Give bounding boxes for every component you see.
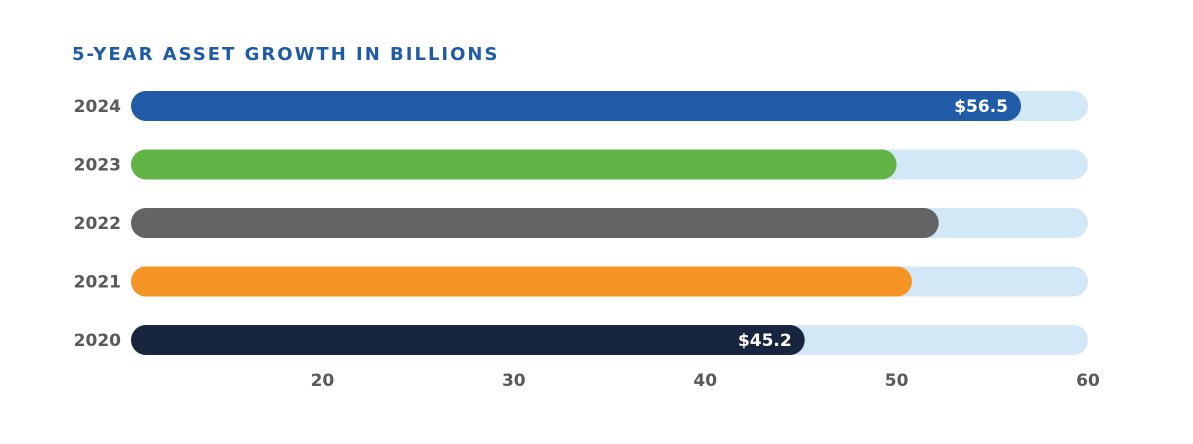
bar-2022: [131, 208, 939, 238]
bar-2020: [131, 325, 805, 355]
data-labels: $56.5 $45.2: [738, 97, 1008, 351]
x-tick-40: 40: [693, 371, 717, 391]
bar-2023: [131, 149, 897, 180]
y-label-2024: 2024: [74, 97, 121, 117]
y-label-2022: 2022: [74, 214, 121, 234]
data-label-2024: $56.5: [954, 97, 1008, 117]
x-tick-60: 60: [1076, 371, 1100, 391]
y-axis-labels: 2024 2023 2022 2021 2020: [74, 97, 121, 351]
bar-2021: [131, 266, 912, 297]
y-label-2021: 2021: [74, 273, 121, 293]
data-label-2020: $45.2: [738, 331, 792, 351]
chart-title: 5-YEAR ASSET GROWTH IN BILLIONS: [72, 44, 500, 65]
bar-2024: [131, 91, 1022, 121]
y-label-2023: 2023: [74, 156, 121, 176]
x-axis-ticks: 20 30 40 50 60: [311, 371, 1100, 391]
y-label-2020: 2020: [74, 331, 121, 351]
x-tick-30: 30: [502, 371, 526, 391]
x-tick-50: 50: [885, 371, 909, 391]
bar-group: [131, 91, 1022, 355]
x-tick-20: 20: [311, 371, 335, 391]
